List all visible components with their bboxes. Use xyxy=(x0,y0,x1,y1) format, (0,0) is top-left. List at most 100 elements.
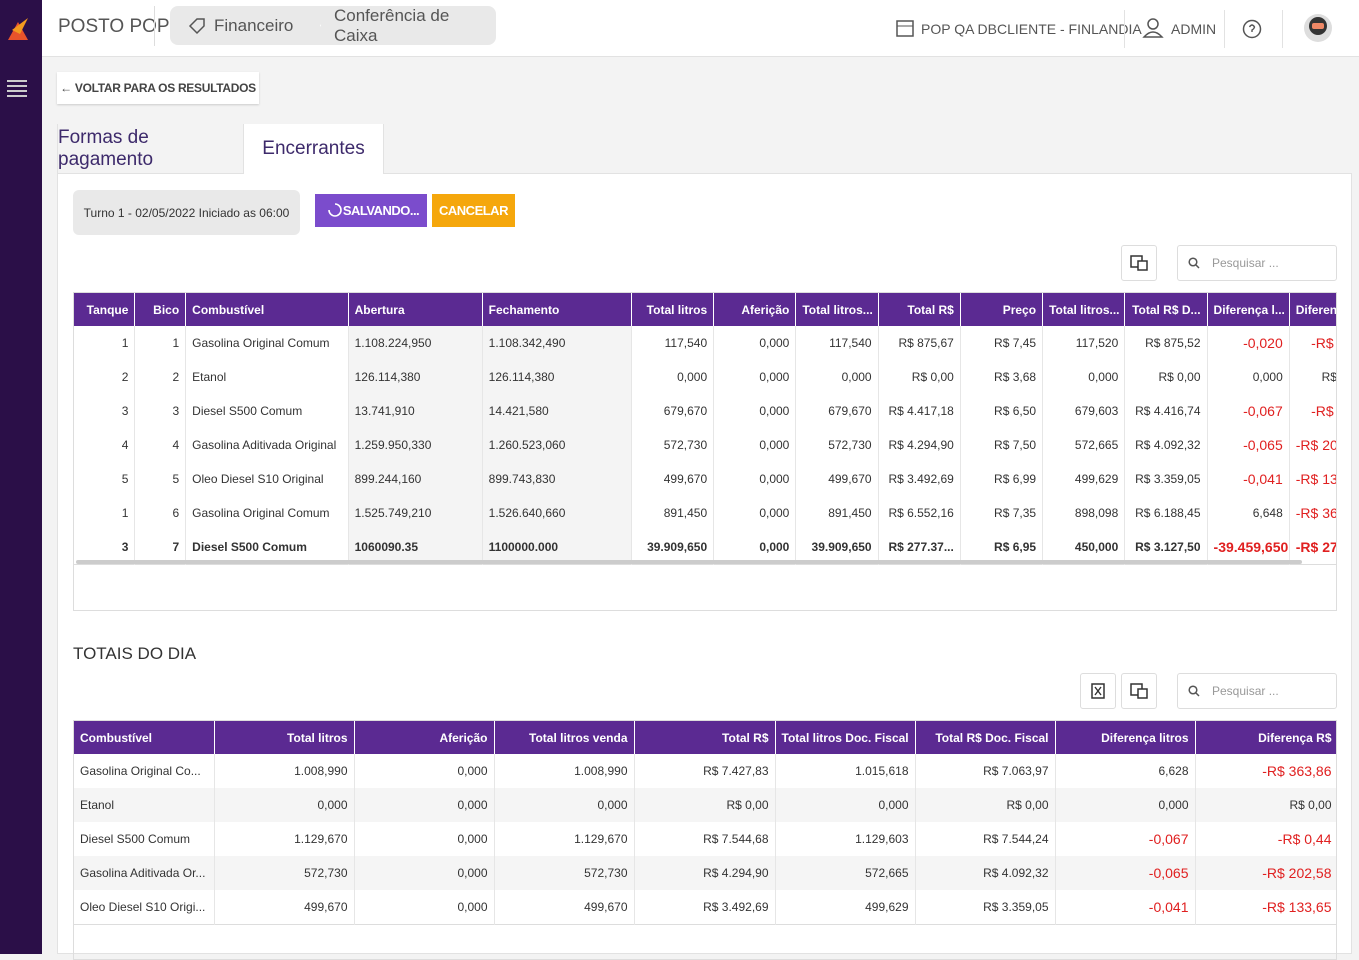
columns-button[interactable] xyxy=(1121,245,1157,281)
column-header[interactable]: Diferença litros xyxy=(1055,721,1196,754)
table-cell: 0,000 xyxy=(354,754,495,788)
column-header[interactable]: Total R$ xyxy=(878,293,961,326)
table-cell: R$ 6,99 xyxy=(960,462,1044,496)
table-cell: 0,000 xyxy=(354,788,495,822)
table-cell: R$ 7.427,83 xyxy=(634,754,776,788)
column-header[interactable]: Total R$ D... xyxy=(1124,293,1208,326)
table-cell: 0,000 xyxy=(354,856,495,890)
column-header[interactable]: Total litros venda xyxy=(494,721,635,754)
column-header[interactable]: Total litros Doc. Fiscal xyxy=(775,721,916,754)
tab[interactable]: Formas de pagamento xyxy=(58,124,244,174)
table-cell: Diesel S500 Comum xyxy=(185,394,349,428)
search-input[interactable]: Pesquisar ... xyxy=(1177,673,1337,709)
table-row: 5 5 Oleo Diesel S10 Original 899.244,160 899… xyxy=(74,462,1336,496)
station[interactable]: POP QA DBCLIENTE - FINLANDIA xyxy=(921,21,1142,37)
footer-cell: R$ 297.00... xyxy=(878,564,960,610)
column-header[interactable]: Total litros xyxy=(631,293,715,326)
table-cell: 499,670 xyxy=(631,462,715,496)
table-cell: 0,000 xyxy=(1207,360,1290,394)
user-icon xyxy=(1142,18,1164,38)
table-cell: R$ 4.092,32 xyxy=(1124,428,1208,462)
table-cell: 1.260.523,060 xyxy=(482,428,632,462)
column-header[interactable]: Fechamento xyxy=(482,293,632,326)
column-header[interactable]: Tanque xyxy=(74,293,136,326)
footer-cell: 6,455 xyxy=(1055,924,1195,959)
table-cell: -R$ 202,5 xyxy=(1289,428,1336,462)
footer-cell: 3.211,060 xyxy=(214,924,354,959)
table-cell: R$ 6,95 xyxy=(960,530,1044,564)
table-cell: 14.421,580 xyxy=(482,394,632,428)
column-header[interactable]: Bico xyxy=(134,293,187,326)
table-cell: 1.008,990 xyxy=(494,754,635,788)
table-cell: 0,000 xyxy=(1042,360,1126,394)
column-header[interactable]: Total litros... xyxy=(1042,293,1126,326)
table-cell: 891,450 xyxy=(631,496,715,530)
table-cell: 0,000 xyxy=(214,788,355,822)
section-title: TOTAIS DO DIA xyxy=(73,644,197,663)
table-cell: R$ 6.188,45 xyxy=(1124,496,1208,530)
table-cell: 1.525.749,210 xyxy=(348,496,483,530)
breadcrumb-item[interactable]: Financeiro xyxy=(170,6,320,45)
table-cell: 1 xyxy=(74,326,136,360)
help-icon[interactable] xyxy=(1242,19,1262,39)
menu-icon[interactable] xyxy=(6,78,28,100)
user-name[interactable]: ADMIN xyxy=(1171,21,1217,37)
tab-active[interactable]: Encerrantes xyxy=(244,124,384,174)
spinner xyxy=(328,203,342,217)
table-cell: 7 xyxy=(134,530,187,564)
table-cell: Diesel S500 Comum xyxy=(74,822,215,856)
column-header[interactable]: Total R$ xyxy=(634,721,776,754)
table-cell: R$ 0,0 xyxy=(1289,360,1336,394)
table-cell: R$ 3,68 xyxy=(960,360,1044,394)
column-header[interactable]: Combustível xyxy=(185,293,349,326)
table-cell: 0,000 xyxy=(494,788,635,822)
column-header[interactable]: Preço xyxy=(960,293,1044,326)
table-cell: 898,098 xyxy=(1042,496,1126,530)
column-header[interactable]: Combustível xyxy=(74,721,215,754)
footer-cell: -39.453,195 xyxy=(1207,564,1289,610)
table-cell: 679,670 xyxy=(795,394,879,428)
column-header[interactable]: Total litros... xyxy=(795,293,879,326)
table-cell: -R$ 274.2 xyxy=(1289,530,1336,564)
table-cell: 117,540 xyxy=(631,326,715,360)
tag-icon xyxy=(188,18,205,35)
column-header[interactable]: Aferição xyxy=(354,721,495,754)
column-header[interactable]: Diferença l... xyxy=(1207,293,1290,326)
column-header[interactable]: Aferição xyxy=(713,293,797,326)
table-cell: 1.129,670 xyxy=(494,822,635,856)
table-container: Combustível Total litros Aferição Total lit… xyxy=(73,720,1337,960)
footer-cell xyxy=(74,924,214,959)
columns-button[interactable] xyxy=(1121,673,1157,709)
breadcrumb-item[interactable]: Conferência de Caixa xyxy=(307,6,496,45)
table-cell: R$ 7,45 xyxy=(960,326,1044,360)
table-cell: 1 xyxy=(134,326,187,360)
column-header[interactable]: Diferença ... xyxy=(1289,293,1336,326)
table-cell: 899.743,830 xyxy=(482,462,632,496)
export-button[interactable] xyxy=(1080,673,1116,709)
table-cell: 117,520 xyxy=(1042,326,1126,360)
table-cell: 899.244,160 xyxy=(348,462,483,496)
cancel-button[interactable]: CANCELAR xyxy=(432,194,515,227)
column-header[interactable]: Total R$ Doc. Fiscal xyxy=(915,721,1056,754)
table-cell: 450,000 xyxy=(1042,530,1126,564)
column-header[interactable]: Abertura xyxy=(348,293,483,326)
table-cell: R$ 875,52 xyxy=(1124,326,1208,360)
table-row: Oleo Diesel S10 Origi... 499,670 0,000 499,… xyxy=(74,890,1336,924)
table-cell: 0,000 xyxy=(713,428,797,462)
table-cell: R$ 7.544,24 xyxy=(915,822,1056,856)
footer-cell: 3.211,060 xyxy=(494,924,634,959)
table-cell: 3 xyxy=(74,394,136,428)
table-cell: 39.909,650 xyxy=(795,530,879,564)
table-cell: 499,670 xyxy=(494,890,635,924)
avatar[interactable] xyxy=(1302,12,1334,46)
table-row: 1 6 Gasolina Original Comum 1.525.749,210 1.… xyxy=(74,496,1336,530)
search-input[interactable]: Pesquisar ... xyxy=(1177,245,1337,281)
back-button[interactable]: ← VOLTAR PARA OS RESULTADOS xyxy=(57,72,259,104)
column-header[interactable]: Total litros xyxy=(214,721,355,754)
table-row: 3 7 Diesel S500 Comum 1060090.35 1100000.000… xyxy=(74,530,1336,564)
saving-button[interactable]: SALVANDO... xyxy=(315,194,427,227)
table-cell: R$ 4.092,32 xyxy=(915,856,1056,890)
table-row: 4 4 Gasolina Aditivada Original 1.259.950,3… xyxy=(74,428,1336,462)
column-header[interactable]: Diferença R$ xyxy=(1195,721,1336,754)
